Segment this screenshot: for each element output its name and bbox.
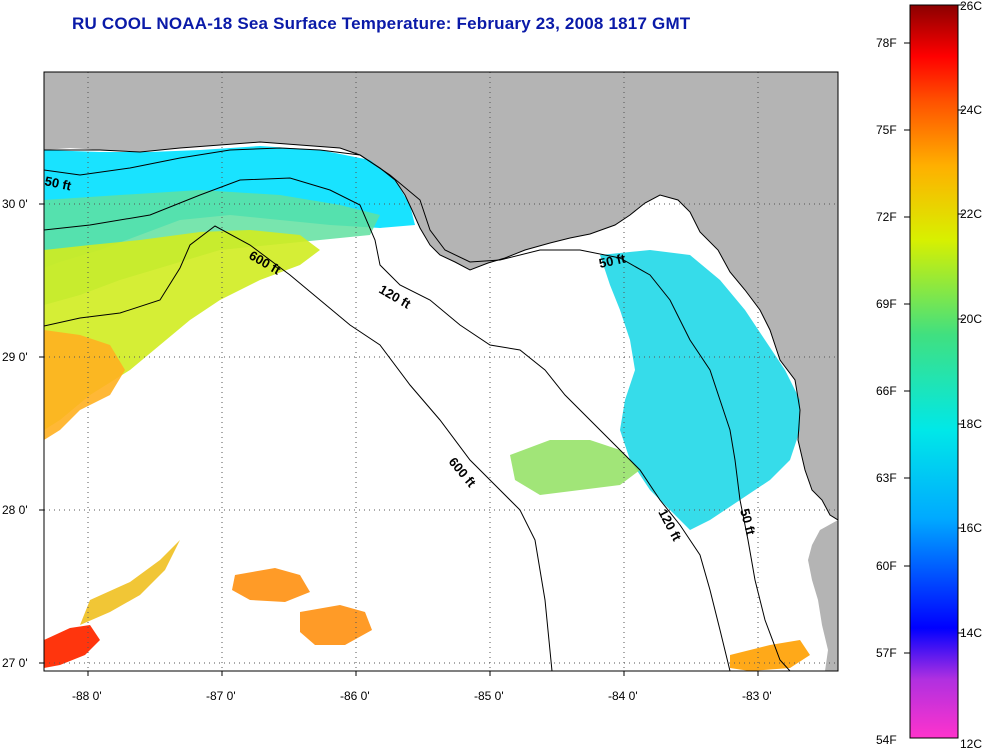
contour-label-50ft-south: 50 ft <box>737 507 759 537</box>
contour-label-50ft-west: 50 ft <box>43 173 73 193</box>
sst-south-yellow <box>80 520 190 625</box>
land-mass <box>44 72 838 520</box>
contour-50ft <box>44 147 791 671</box>
sst-green-mid <box>510 440 640 495</box>
colorbar-c-label: 18C <box>960 417 982 431</box>
colorbar-ticks <box>904 4 964 654</box>
colorbar-c-label: 22C <box>960 207 982 221</box>
colorbar-c-label: 16C <box>960 521 982 535</box>
lon-tick-label: -85 0' <box>474 689 504 703</box>
colorbar-f-label: 78F <box>876 36 897 50</box>
colorbar-f-label: 57F <box>876 646 897 660</box>
lat-tick-label: 29 0' <box>2 350 28 364</box>
sst-south-orange-2 <box>300 605 372 645</box>
colorbar-f-label: 54F <box>876 733 897 747</box>
lon-tick-label: -86 0' <box>340 689 370 703</box>
colorbar-c-label: 12C <box>960 737 982 751</box>
lon-tick-label: -87 0' <box>206 689 236 703</box>
colorbar-f-label: 66F <box>876 384 897 398</box>
colorbar-c-label: 20C <box>960 312 982 326</box>
lon-tick-label: -84 0' <box>608 689 638 703</box>
contour-120ft <box>44 177 731 671</box>
sst-southeast-orange <box>730 640 810 671</box>
sst-south-orange-1 <box>232 568 310 602</box>
lat-tick-label: 27 0' <box>2 656 28 670</box>
map-border <box>43 71 839 672</box>
colorbar-f-label: 75F <box>876 123 897 137</box>
colorbar-c-label: 14C <box>960 626 982 640</box>
coastline <box>44 141 838 521</box>
colorbar-f-label: 60F <box>876 559 897 573</box>
land-peninsula <box>808 520 838 671</box>
axis-tick-marks <box>39 203 759 676</box>
map-title: RU COOL NOAA-18 Sea Surface Temperature:… <box>72 14 691 33</box>
colorbar-c-label: 26C <box>960 0 982 13</box>
contour-label-50ft-east: 50 ft <box>598 251 628 271</box>
sst-east-shelf <box>600 250 800 530</box>
colorbar-c-label: 24C <box>960 103 982 117</box>
lon-tick-label: -83 0' <box>742 689 772 703</box>
contour-600ft <box>44 225 553 671</box>
colorbar-f-label: 63F <box>876 471 897 485</box>
lat-tick-label: 28 0' <box>2 503 28 517</box>
sst-southwest-red <box>44 625 100 668</box>
lat-tick-label: 30 0' <box>2 197 28 211</box>
colorbar-f-label: 69F <box>876 297 897 311</box>
colorbar-f-label: 72F <box>876 210 897 224</box>
colorbar <box>909 4 959 739</box>
lon-tick-label: -88 0' <box>72 689 102 703</box>
